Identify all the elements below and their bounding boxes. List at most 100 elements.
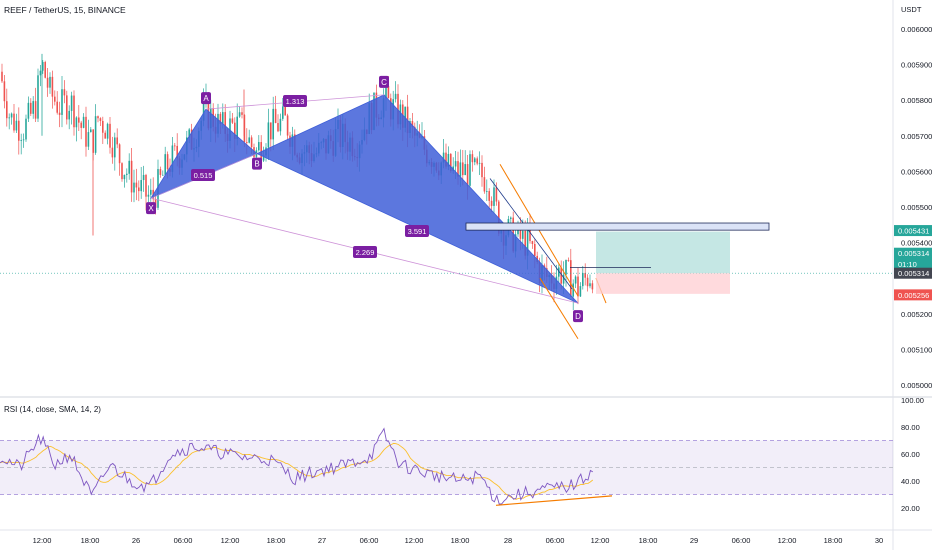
- candle-body: [534, 243, 536, 256]
- x-tick-label: 06:00: [360, 536, 379, 545]
- candle-body: [39, 70, 42, 76]
- candle-body: [279, 118, 282, 132]
- x-tick-label: 18:00: [81, 536, 100, 545]
- candle-body: [118, 144, 121, 164]
- pattern-point-label: D: [575, 312, 581, 321]
- y-tick-label: 0.006000: [901, 25, 932, 34]
- candle-body: [262, 155, 265, 161]
- candle-body: [15, 120, 18, 131]
- candle-body: [94, 116, 97, 153]
- candle-body: [531, 241, 534, 244]
- candle-body: [202, 101, 205, 121]
- pattern-ratio-label: 2.269: [356, 248, 375, 257]
- y-tick-label: 0.005200: [901, 310, 932, 319]
- pattern-ratio-badge: [405, 225, 429, 237]
- candle-body: [85, 116, 87, 147]
- rsi-tick-label: 40.00: [901, 477, 920, 486]
- candle-body: [277, 123, 279, 132]
- candle-body: [246, 142, 248, 143]
- candle-body: [126, 173, 128, 175]
- currency-label: USDT: [901, 5, 922, 14]
- candle-body: [486, 191, 488, 192]
- candle-body: [20, 140, 22, 141]
- pattern-ratio-badge: [283, 95, 307, 107]
- pattern-point-label: X: [148, 204, 154, 213]
- candle-body: [159, 169, 162, 175]
- last-price-label-bg: [894, 247, 932, 270]
- candle-body: [577, 276, 579, 297]
- candle-body: [466, 164, 469, 186]
- x-tick-label: 18:00: [639, 536, 658, 545]
- candle-body: [570, 260, 572, 297]
- candle-body: [572, 283, 574, 297]
- candle-body: [128, 160, 130, 174]
- candle-body: [166, 154, 169, 170]
- rsi-title: RSI (14, close, SMA, 14, 2): [4, 405, 101, 414]
- candle-body: [130, 160, 133, 193]
- x-tick-label: 18:00: [451, 536, 470, 545]
- last-price-label: 0.005314: [898, 249, 929, 258]
- candle-body: [13, 113, 15, 131]
- candle-body: [10, 113, 13, 118]
- candle-body: [51, 76, 54, 97]
- y-tick-label: 0.005900: [901, 61, 932, 70]
- candle-body: [236, 116, 238, 139]
- candle-body: [476, 158, 478, 164]
- price-line-label: 0.005314: [898, 269, 929, 278]
- candle-body: [447, 153, 450, 167]
- candle-body: [524, 230, 526, 256]
- candle-body: [258, 142, 260, 151]
- candle-body: [490, 200, 493, 206]
- y-tick-label: 0.005500: [901, 203, 932, 212]
- pattern-point-badge: [252, 157, 262, 170]
- candle-body: [284, 106, 286, 116]
- x-tick-label: 06:00: [546, 536, 565, 545]
- candle-body: [111, 147, 114, 158]
- candle-body: [90, 129, 92, 133]
- candle-body: [75, 117, 78, 128]
- candle-body: [579, 286, 582, 297]
- candle-body: [591, 283, 594, 290]
- candle-body: [234, 122, 236, 139]
- candle-body: [495, 187, 498, 202]
- candle-body: [483, 177, 486, 192]
- candle-body: [66, 95, 68, 120]
- candle-body: [459, 162, 462, 177]
- candle-body: [102, 120, 104, 133]
- candle-body: [142, 174, 145, 181]
- candle-body: [27, 102, 30, 119]
- candle-body: [519, 223, 522, 239]
- candle-body: [464, 164, 466, 176]
- candle-body: [18, 120, 20, 141]
- candle-body: [248, 137, 250, 143]
- candle-body: [457, 161, 459, 177]
- candle-body: [471, 154, 474, 163]
- candle-body: [488, 191, 490, 201]
- candle-body: [474, 158, 476, 163]
- candle-body: [272, 108, 274, 140]
- candle-body: [70, 95, 73, 111]
- candle-body: [560, 267, 562, 284]
- candle-body: [574, 276, 577, 284]
- candle-body: [567, 259, 570, 261]
- candle-body: [25, 118, 27, 140]
- x-tick-label: 18:00: [267, 536, 286, 545]
- candle-body: [584, 272, 586, 278]
- channel-lower: [539, 277, 579, 339]
- candle-body: [73, 95, 75, 128]
- candle-body: [394, 93, 397, 100]
- x-tick-label: 28: [504, 536, 512, 545]
- candle-body: [558, 267, 560, 277]
- pattern-point-badge: [573, 310, 583, 323]
- harmonic-pattern: [146, 75, 583, 323]
- candle-body: [123, 174, 126, 180]
- candle-body: [135, 182, 138, 188]
- x-tick-label: 27: [318, 536, 326, 545]
- rsi-tick-label: 20.00: [901, 504, 920, 513]
- last-price-label-countdown: 01:10: [898, 260, 917, 269]
- candle-body: [582, 272, 584, 287]
- candle-body: [140, 180, 142, 192]
- candle-body: [8, 117, 10, 119]
